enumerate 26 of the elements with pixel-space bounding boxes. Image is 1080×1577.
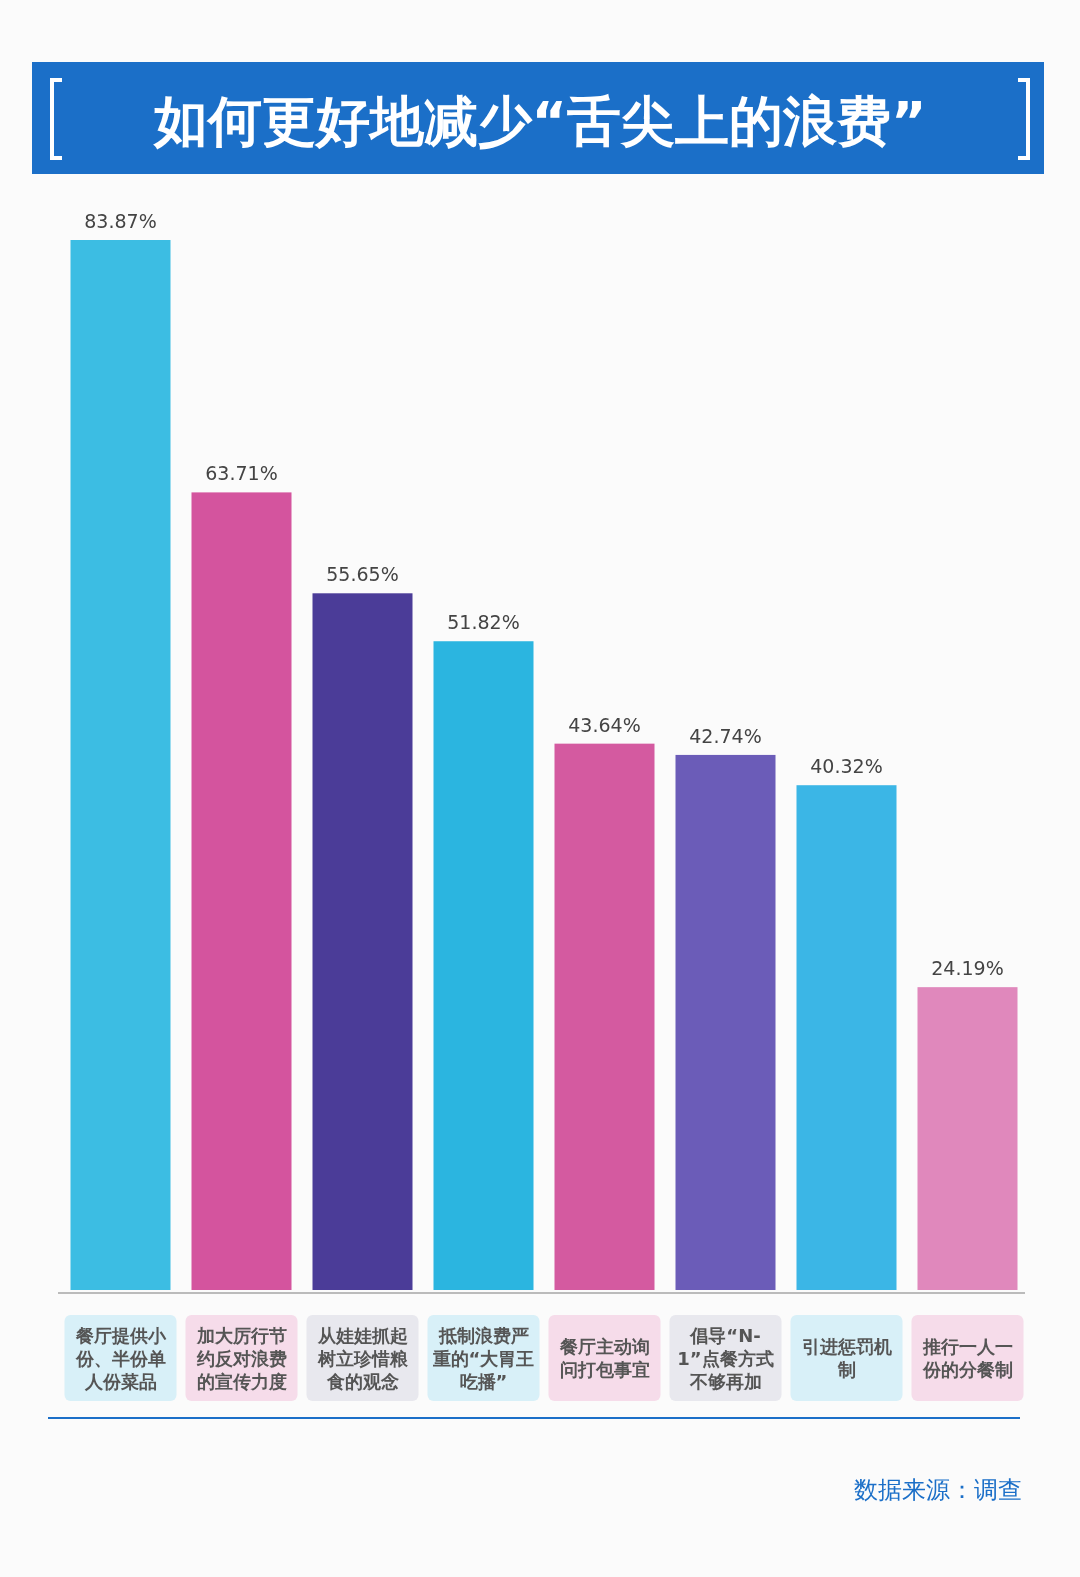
x-tick-label: 从娃娃抓起树立珍惜粮食的观念 — [316, 1323, 409, 1394]
data-label: 24.19% — [931, 957, 1004, 980]
x-tick-label: 引进惩罚机制 — [800, 1335, 893, 1382]
bar — [70, 240, 171, 1290]
data-label: 83.87% — [84, 210, 157, 232]
data-label: 43.64% — [568, 713, 641, 736]
x-tick-label: 加大厉行节约反对浪费的宣传力度 — [195, 1323, 288, 1394]
x-tick-label: 抵制浪费严重的“大胃王吃播” — [431, 1323, 536, 1394]
data-label: 51.82% — [447, 611, 520, 634]
bar — [796, 785, 897, 1290]
bar — [917, 987, 1018, 1290]
bar — [191, 492, 292, 1290]
bar — [675, 754, 776, 1290]
bar — [433, 641, 534, 1290]
data-label: 42.74% — [689, 724, 762, 747]
data-label: 40.32% — [810, 755, 883, 778]
source-note: 数据来源：调查 — [854, 1476, 1022, 1504]
x-tick-label: 餐厅主动询问打包事宜 — [558, 1335, 651, 1382]
data-label: 55.65% — [326, 563, 399, 586]
bar — [312, 593, 413, 1290]
x-tick-label: 餐厅提供小份、半份单人份菜品 — [74, 1323, 167, 1394]
x-tick-label: 倡导“N-1”点餐方式不够再加 — [676, 1323, 775, 1394]
chart-title: 如何更好地减少“舌尖上的浪费” — [152, 90, 927, 153]
x-tick-label: 推行一人一份的分餐制 — [921, 1335, 1014, 1382]
data-label: 63.71% — [205, 462, 278, 485]
bar — [554, 743, 655, 1290]
